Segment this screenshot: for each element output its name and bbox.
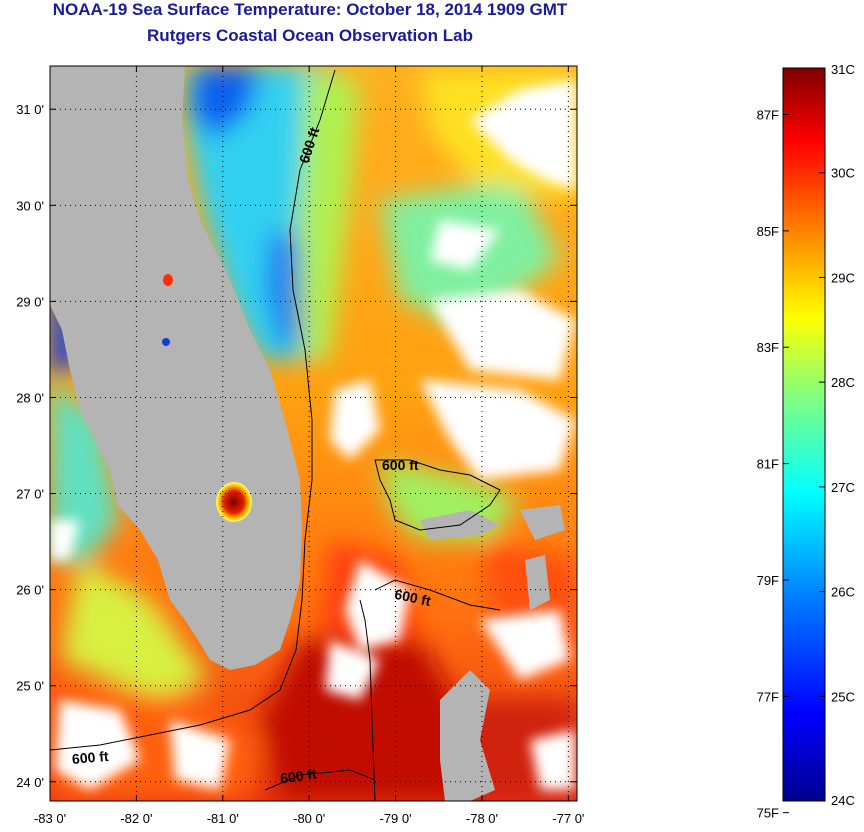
colorbar-celsius-ticks: 31C 30C 29C 28C 27C 26C 25C 24C [819,62,855,808]
depth-contours [50,69,501,801]
latitude-labels: 24 0' 25 0' 26 0' 27 0' 28 0' 29 0' 30 0' 31 0' [16,102,44,790]
colorbar-celsius-label: 28C [831,375,855,390]
latitude-tick-label: 26 0' [16,583,44,598]
longitude-tick-label: -81 0' [207,811,239,826]
abaco-island [520,505,565,540]
latitude-tick-label: 30 0' [16,198,44,213]
colorbar-celsius-label: 27C [831,480,855,495]
map-title: NOAA-19 Sea Surface Temperature: October… [52,0,568,19]
colorbar: 31C 30C 29C 28C 27C 26C 25C 24C 87F 85F 83F 81F 79F… [757,62,855,821]
eleuthera-island [525,555,550,610]
contour-labels: 600 ft 600 ft 600 ft 600 ft 600 ft [71,125,432,786]
colorbar-gradient [782,67,826,802]
lake-okeechobee [216,482,252,522]
inland-lake-cool [162,338,170,346]
longitude-tick-label: -83 0' [34,811,66,826]
colorbar-celsius-label: 31C [831,62,855,77]
longitude-tick-label: -77 0' [552,811,584,826]
longitude-tick-label: -78 0' [466,811,498,826]
colorbar-fahrenheit-label: 87F [757,108,779,123]
latitude-tick-label: 31 0' [16,102,44,117]
colorbar-celsius-label: 29C [831,270,855,285]
latitude-tick-label: 25 0' [16,679,44,694]
colorbar-fahrenheit-ticks: 87F 85F 83F 81F 79F 77F 75F [757,108,789,821]
latitude-tick-label: 27 0' [16,487,44,502]
colorbar-celsius-label: 26C [831,585,855,600]
colorbar-celsius-label: 25C [831,689,855,704]
colorbar-celsius-label: 24C [831,793,855,808]
contour-label: 600 ft [279,765,318,786]
colorbar-fahrenheit-label: 81F [757,457,779,472]
map-frame [49,65,578,802]
contour-label: 600 ft [382,457,419,473]
longitude-tick-label: -82 0' [120,811,152,826]
latitude-tick-label: 24 0' [16,775,44,790]
longitude-labels: -83 0' -82 0' -81 0' -80 0' -79 0' -78 0' -77 … [34,811,584,826]
colorbar-fahrenheit-label: 85F [757,224,779,239]
latitude-tick-label: 29 0' [16,294,44,309]
map-subtitle: Rutgers Coastal Ocean Observation Lab [147,26,473,45]
colorbar-fahrenheit-label: 79F [757,573,779,588]
map-plot-area [50,66,577,801]
colorbar-fahrenheit-label: 77F [757,689,779,704]
andros-island [440,670,495,801]
colorbar-fahrenheit-label: 75F [757,806,779,821]
colorbar-fahrenheit-label: 83F [757,340,779,355]
contour-label: 600 ft [393,586,432,609]
latitude-tick-label: 28 0' [16,390,44,405]
longitude-tick-label: -80 0' [293,811,325,826]
longitude-tick-label: -79 0' [380,811,412,826]
map-grid [49,66,577,801]
inland-lake-warm [163,274,173,286]
colorbar-celsius-label: 30C [831,166,855,181]
contour-label: 600 ft [71,748,109,767]
